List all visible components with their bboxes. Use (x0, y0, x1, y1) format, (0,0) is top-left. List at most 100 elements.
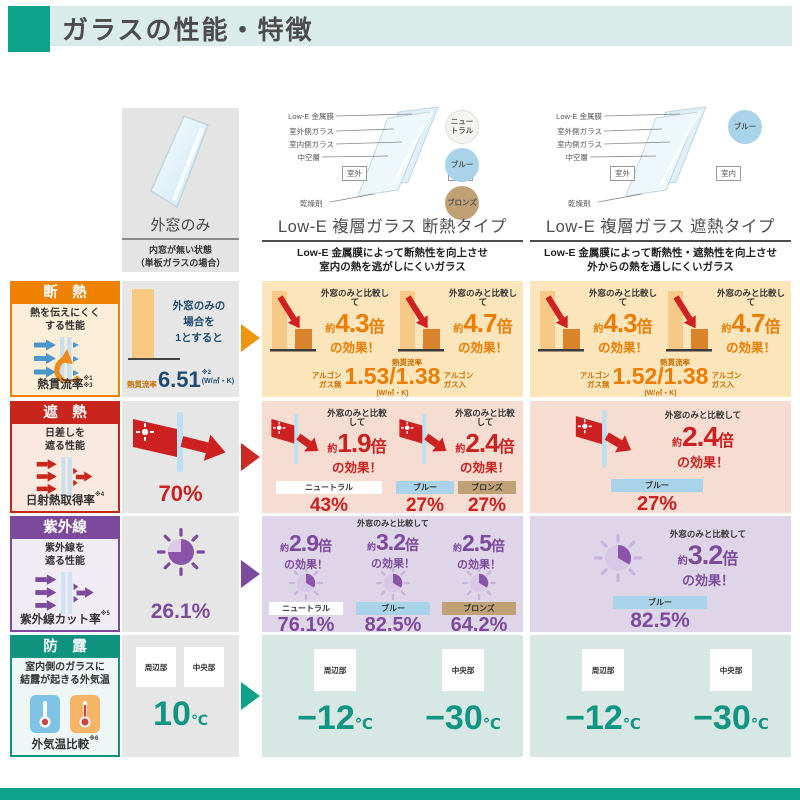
shgc-value: 43% (309, 495, 349, 516)
variant-badge-blue: ブルー (613, 596, 707, 609)
col-outer-title: 外窓のみ (150, 217, 211, 234)
col-shading-desc: Low-E 金属膜によって断熱性・遮熱性を向上させ 外からの熱を通しにくいガラス (543, 247, 778, 274)
bar-compare-icon (398, 291, 444, 352)
divider (262, 240, 523, 242)
bar-axis (128, 358, 180, 360)
rowhead-insulation: 断 熱 熱を伝えにくく する性能 熱貫流率※1 ※3 (10, 281, 120, 397)
bar-outer-baseline (132, 289, 154, 358)
uv-sun-pie-icon (157, 528, 205, 576)
uv-cut-value: 64.2% (450, 614, 508, 636)
bar-compare-icon (666, 291, 712, 352)
variant-badge-neutral: ニュートラル (276, 481, 382, 494)
label-center: 中央部 (184, 647, 224, 687)
cell-shading-shadetype: 外窓のみと比較して 約2.4倍 の効果！ ブルー 27% (530, 401, 791, 515)
temp-value: −12℃ (565, 699, 641, 737)
temp-value: −30℃ (693, 699, 769, 737)
col-insulation-desc: Low-E 金属膜によって断熱性を向上させ 室内の熱を逃がしにくいガラス (296, 247, 489, 274)
rowhead-uv-title: 紫外線 (12, 518, 118, 539)
col-insulation-header: Low-E 金属膜 室外側ガラス 室内側ガラス 中空層 室外 室内 乾燥剤 ニュ… (262, 104, 523, 278)
cell-shading-insultype: 外窓のみと比較して 約1.9倍 の効果！ ニュートラル 43% 外窓のみと比較し… (262, 401, 523, 516)
effect-block: 外窓のみと比較して 約3.2倍 の効果！ ブルー 82.5% (352, 519, 434, 636)
label-inner-glass: 室内側ガラス (557, 140, 602, 149)
swatch-blue: ブルー (445, 148, 479, 182)
cell-insulation-insultype: 外窓のみと比較して 約4.3倍 の効果！ 外窓のみと比較して 約4.7倍 の効果… (262, 281, 523, 397)
variant-badge-bronze: ブロンズ (458, 481, 516, 494)
label-outer-glass: 室外側ガラス (289, 127, 334, 136)
outer-caption: 外窓のみの 場合を 1とすると (172, 300, 226, 344)
uv-cut-value: 82.5% (630, 609, 690, 632)
thermometer-icons (12, 693, 118, 735)
double-glazing-diagram: Low-E 金属膜 室外側ガラス 室内側ガラス 中空層 室外 室内 乾燥剤 (270, 106, 520, 210)
uv-cut-value: 82.5% (364, 614, 422, 636)
uvalue-label: 熱貫流率 (660, 358, 690, 367)
effect-block: 外窓のみと比較して 約4.3倍 の効果！ (536, 287, 658, 355)
uv-sun-pie-icon (376, 566, 410, 600)
rowhead-condensation-title: 防 露 (12, 637, 118, 658)
col-shading-title: Low-E 複層ガラス 遮熱タイプ (545, 218, 776, 236)
uvalue-number: 1.52/1.38 (612, 363, 709, 389)
page-title: ガラスの性能・特徴 (62, 15, 314, 45)
label-lowe-film: Low-E 金属膜 (556, 112, 602, 121)
label-center: 中央部 (442, 649, 484, 691)
arrow-right-icon (241, 443, 260, 471)
col-insulation-title: Low-E 複層ガラス 断熱タイプ (277, 218, 508, 236)
title-accent-square (8, 6, 50, 52)
uvalue-group: アルゴン ガス無 1.52/1.38 (W/㎡・K) アルゴン ガス入 (579, 363, 742, 398)
cell-uv-insultype: 約2.9倍 の効果！ ニュートラル 76.1% 外窓のみと比較して 約3.2倍 … (262, 516, 523, 636)
col-shading-header: Low-E 金属膜 室外側ガラス 室内側ガラス 中空層 室外 室内 乾燥剤 ブル… (530, 104, 791, 278)
uvalue-label: 熱貫流率 (392, 358, 422, 367)
rowhead-uv-desc: 紫外線を 遮る性能 (45, 543, 85, 567)
variant-badge-bronze: ブロンズ (442, 602, 516, 615)
uvalue-group: アルゴン ガス無 1.53/1.38 (W/㎡・K) アルゴン ガス入 (311, 363, 474, 398)
temp-value: −12℃ (297, 699, 373, 737)
rowhead-condensation: 防 露 室内側のガラスに 結露が起きる外気温 外気温比較※6 (10, 635, 120, 757)
col-outer-header: 外窓のみ 内窓が無い状態 （単板ガラスの場合） (122, 108, 239, 272)
uv-outer-value: 26.1% (150, 600, 211, 623)
uvalue-outer: 熱貫流率 6.51 ※2 (W/㎡・K) (126, 367, 235, 392)
temp-value: −30℃ (425, 699, 501, 737)
label-indoor: 室内 (716, 166, 741, 181)
effect-block: 外窓のみと比較して 約4.7倍 の効果！ (664, 287, 786, 355)
bar-compare-icon (270, 291, 316, 352)
title-banner (8, 6, 792, 46)
label-air-layer: 中空層 (297, 153, 321, 162)
rowhead-insulation-desc: 熱を伝えにくく する性能 (30, 308, 100, 332)
rowhead-condensation-metric: 外気温比較※6 (31, 736, 99, 751)
arrow-right-icon (241, 324, 260, 352)
divider (122, 238, 239, 240)
sun-block-icon (12, 456, 118, 498)
arrow-right-icon (241, 682, 260, 710)
sun-arrow-icon (133, 412, 226, 472)
rowhead-uv: 紫外線 紫外線を 遮る性能 紫外線カット率※5 (10, 516, 120, 632)
label-perimeter: 周辺部 (314, 649, 356, 691)
rowhead-shading: 遮 熱 日差しを 遮る性能 日射熱取得率※4 (10, 401, 120, 513)
rowhead-insulation-metric: 熱貫流率※1 ※3 (37, 376, 93, 391)
cell-condensation-shadetype: 周辺部 −12℃ 中央部 −30℃ (530, 635, 791, 757)
uv-block-icon (12, 571, 118, 615)
label-outer-glass: 室外側ガラス (557, 127, 602, 136)
temp-outer: 10℃ (153, 695, 208, 733)
label-desiccant: 乾燥剤 (300, 199, 323, 208)
cell-uv-outer: 26.1% (122, 516, 239, 632)
heat-flow-icon (12, 336, 118, 382)
label-lowe-film: Low-E 金属膜 (288, 112, 334, 121)
cell-shading-outer: 70% (122, 401, 239, 513)
uvalue-number: 1.53/1.38 (344, 363, 441, 389)
uvalue-number: 6.51 (157, 367, 201, 392)
variant-badge-blue: ブルー (356, 602, 430, 615)
effect-block: 外窓のみと比較して 約4.7倍 の効果！ (396, 287, 518, 355)
shgc-value: 27% (467, 495, 507, 516)
effect-block: 外窓のみと比較して 約4.3倍 の効果！ (268, 287, 390, 355)
rowhead-uv-metric: 紫外線カット率※5 (20, 611, 110, 626)
cell-insulation-outer: 外窓のみの 場合を 1とすると 熱貫流率 6.51 ※2 (W/㎡・K) (122, 281, 239, 397)
cell-uv-shadetype: 外窓のみと比較して 約3.2倍 の効果！ ブルー 82.5% (530, 516, 791, 632)
label-outdoor: 室外 (610, 166, 635, 181)
divider (530, 240, 791, 242)
rowhead-shading-desc: 日差しを 遮る性能 (45, 428, 85, 452)
variant-badge-blue: ブルー (611, 479, 703, 492)
effect-block: 外窓のみと比較して 約1.9倍 の効果！ ニュートラル 43% (266, 407, 392, 516)
swatch-blue: ブルー (728, 110, 762, 144)
label-perimeter: 周辺部 (136, 647, 176, 687)
bar-compare-icon (538, 291, 584, 352)
